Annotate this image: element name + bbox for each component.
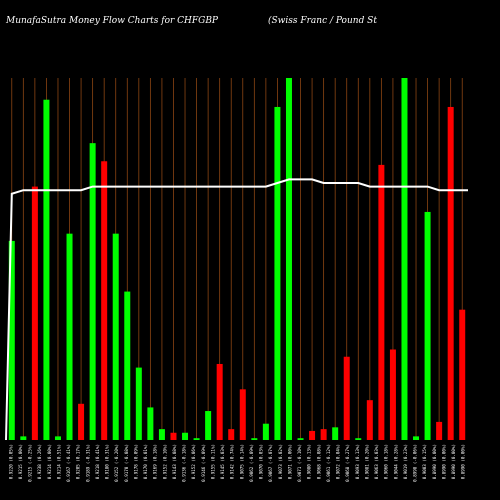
x-tick-label: 0.9093 (0.13%)	[355, 444, 360, 479]
x-tick-label: 0.9155 (0.11%)	[210, 444, 215, 479]
x-tick-label: 0.9061 (-0.12%)	[326, 444, 331, 482]
bar	[320, 429, 327, 440]
bar	[436, 421, 443, 440]
x-tick-label: 0.9152 (0.10%)	[162, 444, 167, 479]
bar	[459, 309, 466, 440]
chart-subtitle: (Swiss Franc / Pound St	[268, 15, 377, 26]
x-tick-label: 0.8990 (0.00%)	[441, 444, 446, 479]
bar	[343, 356, 350, 440]
bar	[147, 407, 154, 440]
x-tick-label: 0.9063 (0.03%)	[374, 444, 379, 479]
x-tick-label: 0.9075 (0.14%)	[239, 444, 244, 479]
x-tick-label: 0.9068 (-0.27%)	[345, 444, 350, 482]
x-tick-label: 0.9178 (0.09%)	[133, 444, 138, 479]
x-tick-label: 0.9067 (-0.07%)	[268, 444, 273, 482]
bar	[285, 78, 292, 440]
x-tick-label: 0.9142 (0.74%)	[230, 444, 235, 479]
bar	[66, 233, 73, 440]
bar	[332, 427, 339, 440]
bar	[401, 78, 408, 440]
x-tick-label: 0.9170 (-0.08%)	[124, 444, 129, 482]
bar	[262, 423, 269, 440]
bar	[8, 240, 15, 440]
x-tick-label: 0.9189 (-0.31%)	[85, 444, 90, 482]
money-flow-line	[5, 178, 468, 441]
bar	[378, 164, 385, 440]
x-tick-label: 0.9071 (0.00%)	[287, 444, 292, 479]
x-tick-label: 0.8990 (0.00%)	[461, 444, 466, 479]
bar	[228, 429, 235, 440]
bar	[101, 161, 108, 440]
x-tick-label: 0.9145 (0.03%)	[220, 444, 225, 479]
chart-title: MunafaSutra Money Flow Charts for CHFGBP	[5, 16, 219, 26]
x-tick-label: 0.9136 (-0.18%)	[182, 444, 187, 482]
x-tick-label: 0.9215 (0.00%)	[18, 444, 23, 479]
bar	[20, 436, 27, 440]
bar	[297, 438, 304, 440]
x-tick-label: 0.9068 (0.08%)	[316, 444, 321, 479]
x-tick-label: 0.9152 (-0.20%)	[114, 444, 119, 482]
bar	[274, 106, 281, 441]
x-tick-label: 0.9238 (0.26%)	[37, 444, 42, 479]
bar	[31, 186, 38, 440]
x-tick-label: 0.9062 (-0.09%)	[249, 444, 254, 482]
x-tick-label: 0.9044 (0.28%)	[393, 444, 398, 479]
bar	[366, 400, 373, 440]
bar	[239, 389, 246, 440]
bar	[424, 211, 431, 440]
x-tick-label: 0.8998 (-0.06%)	[413, 444, 418, 482]
x-tick-labels: 0.9220 (0.05%) 0.9215 (0.00%) 0.9215 (-0.2…	[8, 444, 465, 482]
bar	[182, 432, 189, 440]
x-tick-label: 0.9070 (0.03%)	[259, 444, 264, 479]
bar	[413, 436, 420, 440]
x-tick-label: 0.9167 (-0.41%)	[66, 444, 71, 482]
bar	[54, 436, 61, 440]
bar-series	[8, 78, 466, 441]
bar	[158, 429, 165, 440]
bar	[216, 363, 223, 440]
x-tick-label: 0.9152 (0.06%)	[191, 444, 196, 479]
x-tick-label: 0.9180 (0.31%)	[105, 444, 110, 479]
x-tick-label: 0.9072 (0.04%)	[336, 444, 341, 479]
x-tick-label: 0.9146 (-0.09%)	[201, 444, 206, 482]
bar	[447, 106, 454, 441]
bar	[309, 430, 316, 440]
x-tick-label: 0.9215 (-0.25%)	[28, 444, 33, 482]
bar	[124, 291, 131, 440]
x-tick-label: 0.9019 (0.23%)	[403, 444, 408, 479]
bar	[43, 99, 50, 440]
x-tick-label: 0.9169 (0.18%)	[153, 444, 158, 479]
x-tick-label: 0.9214 (0.51%)	[56, 444, 61, 479]
bar	[112, 233, 119, 440]
bar	[135, 367, 142, 440]
x-tick-label: 0.9071 (-0.10%)	[297, 444, 302, 482]
x-tick-label: 0.9218 (0.41%)	[95, 444, 100, 479]
x-tick-label: 0.9081 (0.20%)	[364, 444, 369, 479]
bar	[355, 438, 362, 440]
bar	[251, 438, 258, 440]
x-tick-label: 0.9205 (0.17%)	[76, 444, 81, 479]
bar	[89, 143, 96, 440]
x-tick-label: 0.9143 (0.08%)	[172, 444, 177, 479]
bar	[389, 349, 396, 440]
x-tick-label: 0.9060 (0.18%)	[384, 444, 389, 479]
x-tick-label: 0.9003 (0.15%)	[422, 444, 427, 479]
x-tick-label: 0.9214 (0.00%)	[47, 444, 52, 479]
x-tick-label: 0.9220 (0.05%)	[8, 444, 13, 479]
x-tick-label: 0.8990 (0.00%)	[451, 444, 456, 479]
bar	[170, 432, 177, 440]
x-tick-label: 0.9073 (0.02%)	[278, 444, 283, 479]
x-tick-label: 0.9170 (0.01%)	[143, 444, 148, 479]
x-tick-label: 0.9080 (0.13%)	[307, 444, 312, 479]
bar	[193, 438, 200, 440]
bar	[205, 411, 212, 440]
bar	[78, 403, 85, 440]
x-tick-label: 0.8990 (0.00%)	[432, 444, 437, 479]
